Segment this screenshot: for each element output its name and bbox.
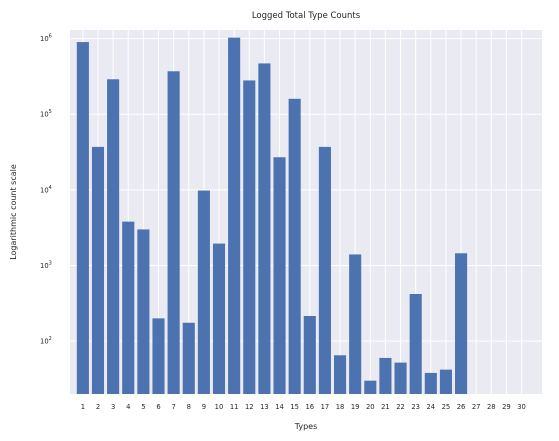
bar-type-7 bbox=[167, 71, 180, 395]
bars bbox=[76, 37, 468, 395]
x-tick-label: 18 bbox=[336, 403, 345, 411]
x-tick-label: 19 bbox=[351, 403, 360, 411]
y-tick-exponent: 5 bbox=[49, 109, 52, 115]
x-tick-label: 22 bbox=[396, 403, 405, 411]
x-tick-label: 4 bbox=[126, 403, 130, 411]
y-tick-label: 106 bbox=[40, 34, 52, 44]
x-tick-label: 10 bbox=[215, 403, 224, 411]
x-tick-label: 8 bbox=[187, 403, 191, 411]
y-tick-base: 10 bbox=[40, 262, 49, 270]
bar-type-1 bbox=[76, 42, 89, 394]
bar-type-19 bbox=[349, 254, 362, 394]
y-tick-exponent: 3 bbox=[49, 261, 52, 267]
x-tick-label: 17 bbox=[321, 403, 330, 411]
x-tick-label: 15 bbox=[290, 403, 299, 411]
x-tick-label: 9 bbox=[202, 403, 206, 411]
x-axis-label: Types bbox=[294, 422, 318, 431]
bar-type-5 bbox=[137, 229, 150, 394]
x-tick-label: 14 bbox=[275, 403, 284, 411]
x-tick-label: 26 bbox=[457, 403, 466, 411]
y-tick-base: 10 bbox=[40, 186, 49, 194]
x-tick-label: 3 bbox=[111, 403, 115, 411]
x-tick-label: 2 bbox=[96, 403, 100, 411]
bar-type-3 bbox=[107, 79, 120, 394]
bar-type-26 bbox=[455, 253, 468, 394]
bar-type-17 bbox=[318, 146, 331, 394]
x-tick-label: 5 bbox=[141, 403, 145, 411]
bar-type-14 bbox=[273, 157, 286, 394]
x-tick-label: 28 bbox=[487, 403, 496, 411]
y-tick-label: 105 bbox=[40, 109, 52, 119]
x-tick-label: 13 bbox=[260, 403, 269, 411]
x-tick-labels: 1 2 3 4 5 6 7 8 9 10 11 12 13 14 15 16 17 18 19 20 21 22 23 24 2… bbox=[81, 403, 526, 411]
y-tick-exponent: 4 bbox=[49, 185, 52, 191]
bar-type-21 bbox=[379, 357, 392, 394]
x-tick-label: 6 bbox=[156, 403, 160, 411]
x-tick-label: 21 bbox=[381, 403, 390, 411]
x-tick-label: 20 bbox=[366, 403, 375, 411]
bar-type-25 bbox=[439, 369, 452, 394]
y-tick-label: 103 bbox=[40, 261, 52, 271]
x-tick-label: 27 bbox=[472, 403, 481, 411]
bar-type-18 bbox=[333, 355, 347, 394]
x-tick-label: 12 bbox=[245, 403, 254, 411]
y-tick-label: 104 bbox=[40, 185, 52, 195]
x-tick-label: 1 bbox=[81, 403, 85, 411]
x-tick-label: 24 bbox=[426, 403, 435, 411]
x-tick-label: 30 bbox=[517, 403, 526, 411]
x-tick-label: 16 bbox=[305, 403, 314, 411]
y-tick-exponent: 6 bbox=[49, 34, 52, 40]
x-tick-label: 25 bbox=[442, 403, 451, 411]
bar-type-2 bbox=[91, 146, 105, 394]
bar-type-24 bbox=[424, 372, 437, 394]
y-tick-label: 102 bbox=[40, 336, 52, 346]
y-tick-base: 10 bbox=[40, 338, 49, 346]
x-tick-label: 23 bbox=[411, 403, 420, 411]
bar-type-13 bbox=[258, 63, 271, 394]
bar-type-12 bbox=[243, 80, 256, 394]
chart-title: Logged Total Type Counts bbox=[252, 11, 361, 21]
x-tick-label: 29 bbox=[502, 403, 511, 411]
bar-type-10 bbox=[212, 243, 226, 394]
bar-type-20 bbox=[364, 380, 377, 394]
x-tick-label: 7 bbox=[171, 403, 175, 411]
y-axis-label: Logarithmic count scale bbox=[9, 164, 18, 260]
bar-type-8 bbox=[182, 322, 195, 394]
bar-type-6 bbox=[152, 318, 165, 394]
bar-type-15 bbox=[288, 98, 301, 395]
bar-type-23 bbox=[409, 294, 422, 394]
bar-type-16 bbox=[303, 315, 316, 394]
bar-type-9 bbox=[197, 190, 210, 394]
y-tick-base: 10 bbox=[40, 35, 49, 43]
y-tick-exponent: 2 bbox=[49, 336, 52, 342]
bar-type-11 bbox=[228, 37, 241, 395]
y-tick-base: 10 bbox=[40, 111, 49, 119]
x-tick-label: 11 bbox=[230, 403, 239, 411]
bar-type-4 bbox=[122, 221, 135, 394]
bar-type-22 bbox=[394, 362, 407, 394]
